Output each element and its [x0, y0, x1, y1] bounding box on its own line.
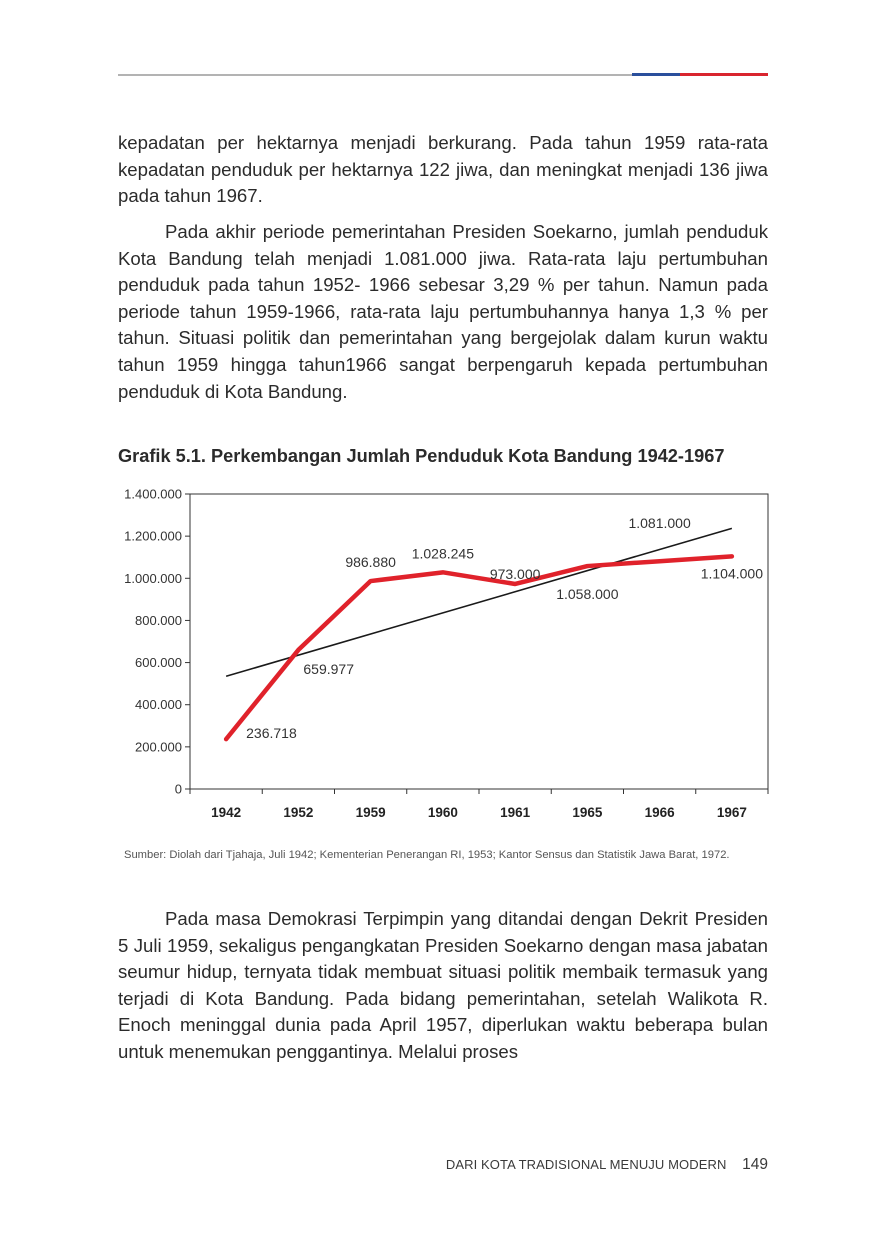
y-tick-label: 1.400.000	[124, 487, 182, 502]
data-label: 236.718	[246, 725, 297, 741]
y-tick-label: 1.000.000	[124, 571, 182, 586]
data-point	[658, 559, 662, 563]
plot-frame	[189, 493, 769, 790]
y-tick-label: 0	[175, 782, 182, 797]
data-point	[441, 570, 445, 574]
y-tick-label: 1.200.000	[124, 529, 182, 544]
x-tick-label: 1965	[572, 805, 603, 820]
population-line-chart: 0 200.000 400.000 600.000 800.000 1.000.000 1.…	[124, 487, 769, 820]
y-tick-label: 200.000	[135, 739, 182, 754]
header-rule-grey	[118, 74, 632, 76]
data-label: 1.104.000	[701, 565, 763, 581]
trendline	[225, 527, 733, 678]
data-point	[513, 582, 517, 586]
x-tick-label: 1966	[645, 805, 676, 820]
paragraph-1: kepadatan per hektarnya menjadi berkuran…	[118, 132, 768, 207]
header-rule-blue	[632, 73, 680, 76]
x-tick-label: 1961	[500, 805, 531, 820]
paragraph-3: Pada masa Demokrasi Terpimpin yang ditan…	[118, 908, 768, 1062]
x-tick-label: 1952	[283, 805, 313, 820]
data-label: 973.000	[490, 566, 541, 582]
data-label: 986.880	[345, 554, 396, 570]
chart-axes	[189, 493, 769, 790]
population-series-line	[223, 554, 735, 742]
data-label: 659.977	[303, 661, 354, 677]
data-label: 1.028.245	[412, 545, 474, 561]
y-axis-ticks: 0 200.000 400.000 600.000 800.000 1.000.000 1.…	[124, 487, 190, 797]
header-rule-red	[680, 73, 768, 76]
data-point	[730, 554, 734, 558]
data-labels-layer: 236.718 659.977 986.880 1.028.245 973.000 1.0…	[246, 515, 763, 741]
data-point	[369, 579, 373, 583]
data-point	[224, 737, 228, 741]
page-number: 149	[742, 1156, 768, 1173]
data-label: 1.058.000	[556, 586, 618, 602]
chart-source-note: Sumber: Diolah dari Tjahaja, Juli 1942; …	[124, 849, 730, 861]
data-label: 1.081.000	[628, 515, 690, 531]
running-title: DARI KOTA TRADISIONAL MENUJU MODERN	[445, 1157, 727, 1172]
x-tick-label: 1942	[211, 805, 241, 820]
y-tick-label: 800.000	[135, 613, 182, 628]
chart-title: Grafik 5.1. Perkembangan Jumlah Penduduk…	[118, 446, 725, 466]
x-tick-label: 1959	[356, 805, 386, 820]
y-tick-label: 400.000	[135, 697, 182, 712]
paragraph-2: Pada akhir periode pemerintahan Presiden…	[118, 221, 768, 402]
trendline-layer	[225, 527, 733, 678]
page-footer: DARI KOTA TRADISIONAL MENUJU MODERN 149	[446, 1156, 768, 1174]
series-layer	[223, 554, 735, 742]
x-axis-ticks: 1942 1952 1959 1960 1961 1965 1966 1967	[189, 789, 769, 820]
x-tick-label: 1967	[717, 805, 747, 820]
x-tick-label: 1960	[428, 805, 458, 820]
y-tick-label: 600.000	[135, 655, 182, 670]
data-point	[296, 648, 300, 652]
data-point	[585, 564, 589, 568]
